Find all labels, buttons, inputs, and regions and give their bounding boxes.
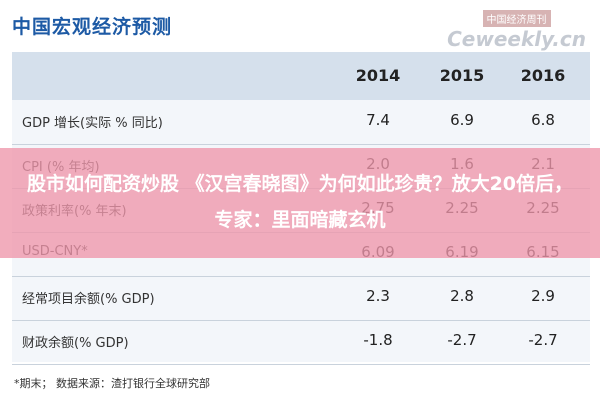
- table-row: GDP 增长(实际 % 同比) 7.4 6.9 6.8: [12, 100, 590, 145]
- table-cell: -1.8: [363, 331, 393, 349]
- overlay-text[interactable]: 股市如何配资炒股 《汉宫春晓图》为何如此珍贵？放大20倍后，专家：里面暗藏玄机: [26, 173, 574, 231]
- table-cell: -2.7: [528, 331, 558, 349]
- row-label: 经常项目余额(% GDP): [22, 292, 155, 307]
- table-cell: -2.7: [447, 331, 477, 349]
- watermark-cn: 中国经济周刊: [482, 10, 551, 27]
- table-cell: 2.3: [366, 287, 390, 305]
- column-header: 2016: [520, 66, 566, 85]
- column-header: 2014: [355, 66, 401, 85]
- footnote: *期末； 数据来源：渣打银行全球研究部: [14, 377, 210, 390]
- row-label: GDP 增长(实际 % 同比): [22, 116, 163, 131]
- table-cell: 2.8: [450, 287, 474, 305]
- table-row: 经常项目余额(% GDP) 2.3 2.8 2.9: [12, 276, 590, 321]
- table-row: 财政余额(% GDP) -1.8 -2.7 -2.7: [12, 320, 590, 365]
- watermark: 中国经济周刊 Ceweekly.cn: [447, 8, 586, 51]
- watermark-en: Ceweekly.cn: [447, 27, 586, 51]
- overlay-banner[interactable]: 股市如何配资炒股 《汉宫春晓图》为何如此珍贵？放大20倍后，专家：里面暗藏玄机: [0, 148, 600, 258]
- table-cell: 6.9: [450, 111, 474, 129]
- table-cell: 7.4: [366, 111, 390, 129]
- table-header: 2014 2015 2016: [12, 52, 590, 100]
- table-cell: 6.8: [531, 111, 555, 129]
- row-label: 财政余额(% GDP): [22, 336, 129, 351]
- title: 中国宏观经济预测: [12, 16, 173, 38]
- column-header: 2015: [439, 66, 485, 85]
- table-cell: 2.9: [531, 287, 555, 305]
